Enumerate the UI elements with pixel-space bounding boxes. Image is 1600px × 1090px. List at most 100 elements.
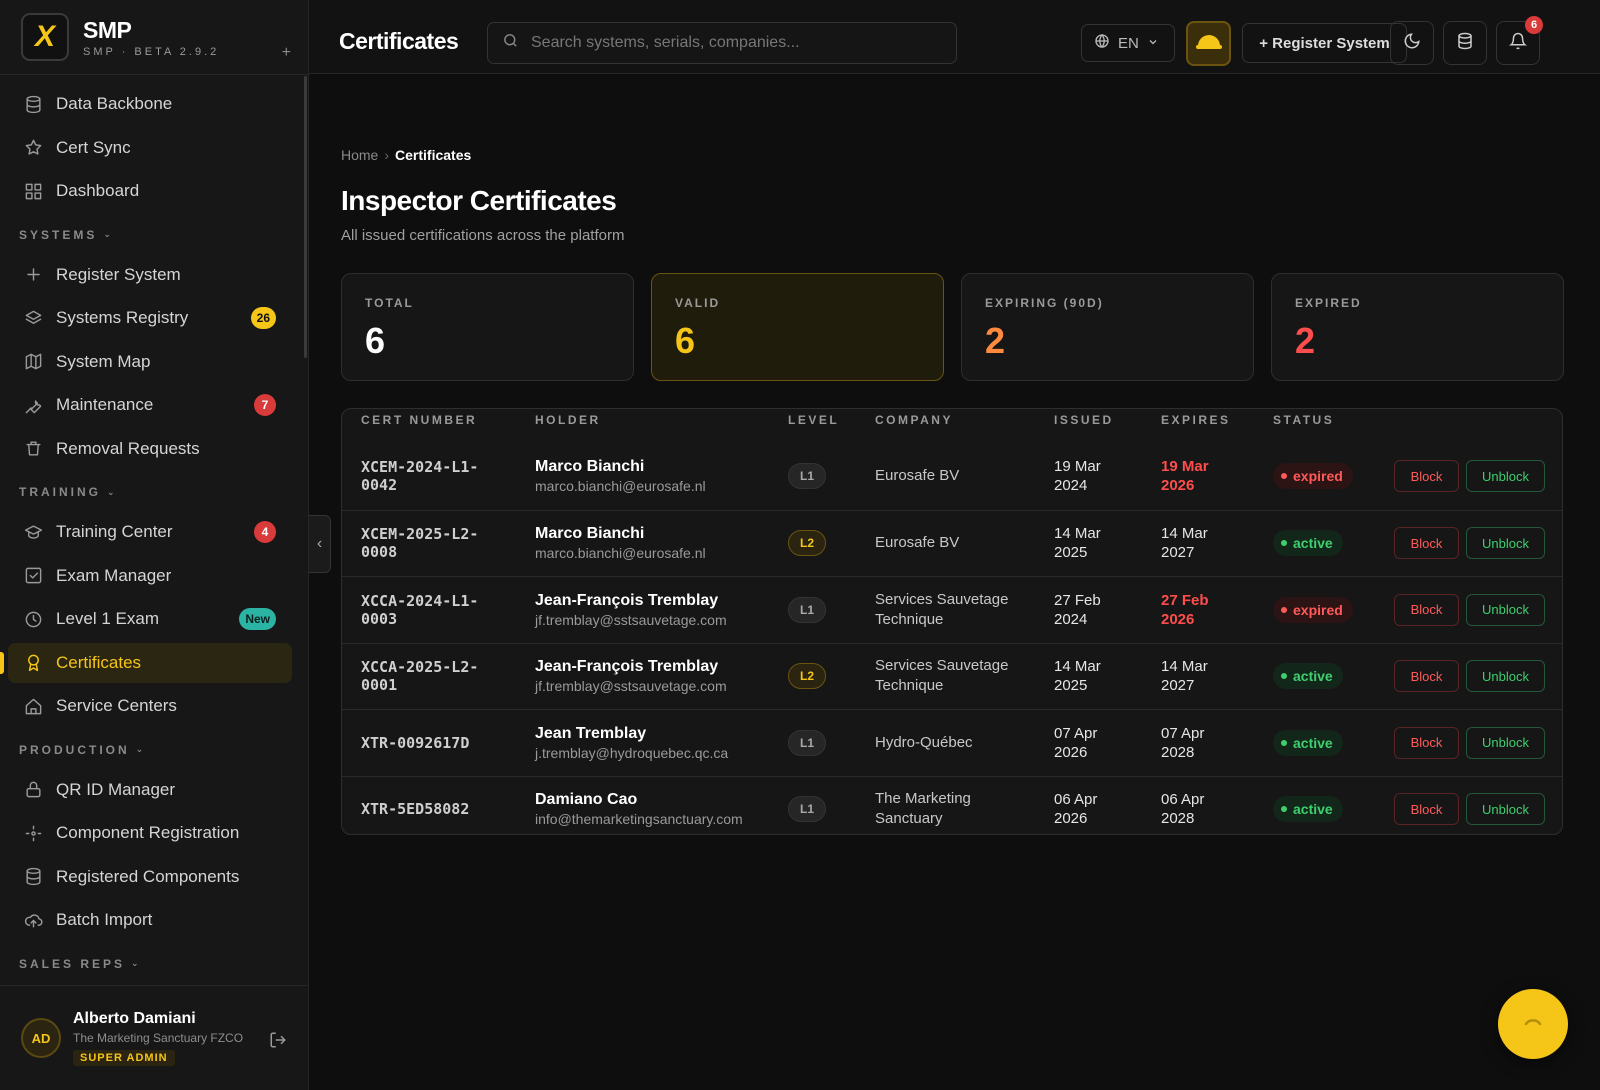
- section-header-systems[interactable]: SYSTEMS ⌄: [0, 215, 300, 255]
- col-status[interactable]: STATUS: [1273, 413, 1335, 427]
- table-row[interactable]: XCCA-2024-L1- 0003 Jean-François Tremblay…: [342, 576, 1562, 643]
- table-header: CERT NUMBER HOLDER LEVEL COMPANY ISSUED …: [342, 409, 1562, 443]
- block-button[interactable]: Block: [1394, 460, 1459, 493]
- col-expires[interactable]: EXPIRES: [1161, 413, 1231, 427]
- level-badge: L1: [788, 796, 826, 823]
- unblock-button[interactable]: Unblock: [1466, 726, 1545, 759]
- stat-card-total: TOTAL 6: [341, 273, 634, 381]
- company-name: Eurosafe BV: [875, 467, 960, 485]
- unblock-button[interactable]: Unblock: [1466, 593, 1545, 626]
- block-button[interactable]: Block: [1394, 593, 1459, 626]
- table-row[interactable]: XCEM-2025-L2- 0008 Marco Bianchi marco.bia…: [342, 509, 1562, 577]
- issued-date: 06 Apr 2026: [1054, 791, 1098, 828]
- sidebar-item-dashboard[interactable]: Dashboard: [8, 171, 292, 211]
- status-dot-icon: [1281, 806, 1287, 813]
- logo[interactable]: X: [21, 13, 69, 61]
- issued-date: 19 Mar 2024: [1054, 458, 1101, 495]
- helmet-fab-button[interactable]: [1498, 989, 1568, 1059]
- sidebar-item-component-registration[interactable]: Component Registration: [8, 813, 292, 853]
- chevron-down-icon: [1147, 35, 1159, 52]
- brand-text: SMP SMP · BETA 2.9.2: [83, 17, 219, 58]
- holder-email: jf.tremblay@sstsauvetage.com: [535, 678, 727, 695]
- brand: X SMP SMP · BETA 2.9.2 +: [0, 0, 308, 75]
- section-title: SALES REPS: [19, 956, 126, 971]
- database-button[interactable]: [1443, 21, 1487, 65]
- level-badge: L1: [788, 729, 826, 756]
- col-issued[interactable]: ISSUED: [1054, 413, 1114, 427]
- grid-icon: [23, 181, 43, 201]
- hard-hat-button[interactable]: [1186, 21, 1231, 66]
- notifications-button[interactable]: 6: [1496, 16, 1543, 65]
- level-badge: L1: [788, 596, 826, 623]
- sidebar-item-qr-id-manager[interactable]: QR ID Manager: [8, 770, 292, 810]
- count-badge: 4: [254, 521, 276, 543]
- sidebar-item-training-center[interactable]: Training Center 4: [8, 512, 292, 552]
- sidebar-item-data-backbone[interactable]: Data Backbone: [8, 84, 292, 124]
- search-input[interactable]: Search systems, serials, companies...: [487, 22, 957, 64]
- holder-email: jf.tremblay@sstsauvetage.com: [535, 611, 727, 628]
- sidebar-item-maintenance[interactable]: Maintenance 7: [8, 385, 292, 425]
- database-icon: [23, 867, 43, 887]
- language-selector[interactable]: EN: [1081, 24, 1175, 62]
- count-badge: 26: [250, 307, 276, 329]
- section-header-training[interactable]: TRAINING ⌄: [0, 472, 300, 512]
- stat-label: VALID: [675, 296, 721, 310]
- count-badge: 7: [254, 394, 276, 416]
- col-company[interactable]: COMPANY: [875, 413, 953, 427]
- sidebar-nav: Data Backbone Cert Sync Dashboard SYSTEMS ⌄ R…: [0, 84, 300, 984]
- logout-icon[interactable]: [269, 1031, 287, 1054]
- unblock-button[interactable]: Unblock: [1466, 527, 1545, 560]
- cert-number: XTR-5ED58082: [361, 800, 470, 819]
- role-badge: SUPER ADMIN: [73, 1050, 175, 1066]
- sidebar-scrollbar[interactable]: [304, 76, 307, 358]
- sidebar-item-service-centers[interactable]: Service Centers: [8, 686, 292, 726]
- block-button[interactable]: Block: [1394, 793, 1459, 826]
- breadcrumb-home[interactable]: Home: [341, 147, 379, 163]
- table-row[interactable]: XCCA-2025-L2- 0001 Jean-François Tremblay…: [342, 642, 1562, 710]
- unblock-button[interactable]: Unblock: [1466, 460, 1545, 493]
- sidebar-item-register-system[interactable]: Register System: [8, 255, 292, 295]
- search-placeholder: Search systems, serials, companies...: [531, 34, 800, 51]
- col-cert-number[interactable]: CERT NUMBER: [361, 413, 478, 427]
- block-button[interactable]: Block: [1394, 726, 1459, 759]
- database-icon: [23, 94, 43, 114]
- block-button[interactable]: Block: [1394, 660, 1459, 693]
- stat-card-expired: EXPIRED 2: [1271, 273, 1564, 381]
- col-holder[interactable]: HOLDER: [535, 413, 601, 427]
- register-system-button[interactable]: + Register System: [1242, 23, 1407, 63]
- block-button[interactable]: Block: [1394, 527, 1459, 560]
- sidebar-item-certificates[interactable]: Certificates: [0, 642, 292, 683]
- collapse-sidebar-button[interactable]: ‹: [309, 515, 331, 573]
- language-label: EN: [1118, 34, 1139, 52]
- section-header-sales-reps[interactable]: SALES REPS ⌄: [0, 944, 300, 984]
- sidebar-item-cert-sync[interactable]: Cert Sync: [8, 128, 292, 168]
- col-level[interactable]: LEVEL: [788, 413, 840, 427]
- home-icon: [23, 696, 43, 716]
- add-icon[interactable]: +: [281, 44, 291, 61]
- sidebar-item-systems-registry[interactable]: Systems Registry 26: [8, 298, 292, 338]
- graduation-cap-icon: [23, 522, 43, 542]
- sidebar-item-registered-components[interactable]: Registered Components: [8, 857, 292, 897]
- theme-toggle-button[interactable]: [1390, 21, 1434, 65]
- holder-email: info@themarketingsanctuary.com: [535, 811, 743, 828]
- sidebar-item-label: Service Centers: [56, 696, 177, 715]
- sidebar-item-label: System Map: [56, 351, 151, 371]
- sidebar-item-removal-requests[interactable]: Removal Requests: [8, 429, 292, 469]
- sidebar-item-label: Training Center: [56, 522, 173, 541]
- unblock-button[interactable]: Unblock: [1466, 793, 1545, 826]
- sidebar-item-level-1-exam[interactable]: Level 1 Exam New: [8, 599, 292, 639]
- sidebar-item-batch-import[interactable]: Batch Import: [8, 900, 292, 940]
- table-row[interactable]: XCEM-2024-L1- 0042 Marco Bianchi marco.bia…: [342, 443, 1562, 510]
- sidebar-item-system-map[interactable]: System Map: [8, 342, 292, 382]
- status-dot-icon: [1281, 673, 1287, 680]
- sidebar-item-label: Level 1 Exam: [56, 609, 159, 628]
- user-card: AD Alberto Damiani The Marketing Sanctua…: [0, 985, 309, 1090]
- company-name: The Marketing Sanctuary: [875, 790, 971, 828]
- chevron-down-icon: ⌄: [107, 486, 118, 497]
- section-header-production[interactable]: PRODUCTION ⌄: [0, 730, 300, 770]
- table-row[interactable]: XTR-0092617D Jean Tremblay j.tremblay@hydr…: [342, 709, 1562, 776]
- avatar[interactable]: AD: [21, 1018, 61, 1058]
- unblock-button[interactable]: Unblock: [1466, 660, 1545, 693]
- table-row[interactable]: XTR-5ED58082 Damiano Cao info@themarketing…: [342, 775, 1562, 835]
- sidebar-item-exam-manager[interactable]: Exam Manager: [8, 556, 292, 596]
